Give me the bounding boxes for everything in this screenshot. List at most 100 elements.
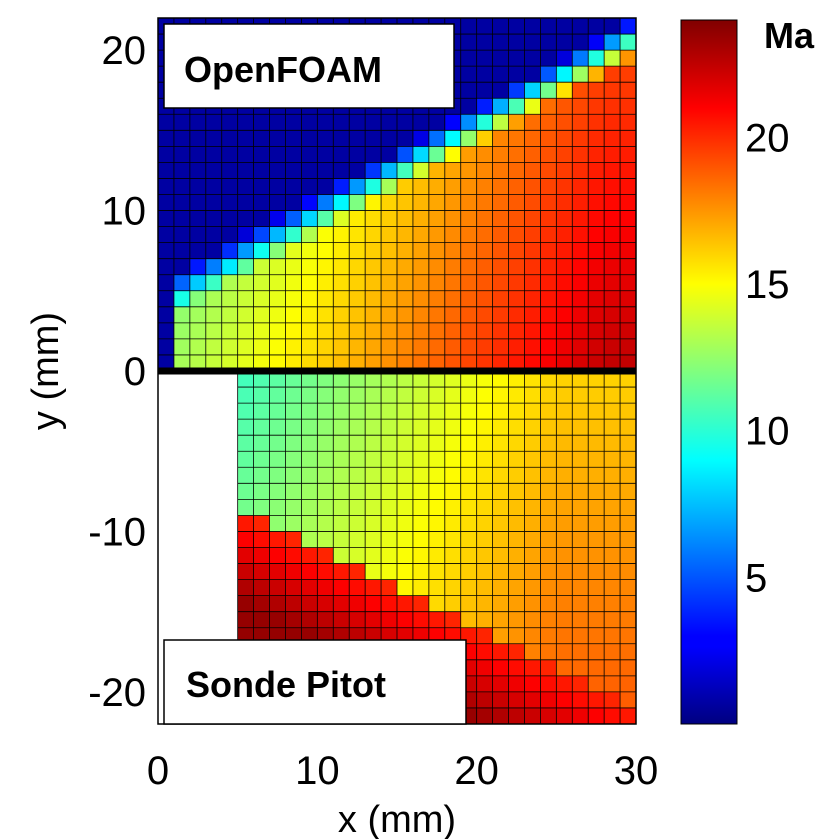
heatmap-cell [604,371,621,388]
heatmap-cell [333,242,350,259]
heatmap-cell [301,306,318,324]
heatmap-cell [588,98,605,115]
heatmap-cell [572,659,589,677]
heatmap-cell [508,162,525,179]
heatmap-cell [524,82,541,99]
heatmap-cell [349,483,366,500]
heatmap-cell [365,387,382,404]
heatmap-cell [253,451,270,468]
heatmap-cell [269,579,286,596]
heatmap-cell [588,403,605,420]
heatmap-cell [444,226,462,243]
heatmap-cell [158,258,175,276]
heatmap-cell [269,274,286,292]
heatmap-cell [269,242,286,259]
heatmap-cell [524,451,541,468]
heatmap-cell [189,306,207,324]
heatmap-cell [349,162,366,179]
heatmap-cell [412,547,430,564]
heatmap-cell [460,114,477,131]
heatmap-cell [508,226,525,243]
heatmap-cell [460,419,477,436]
heatmap-cell [205,146,223,163]
heatmap-cell [556,707,573,725]
heatmap-cell [253,130,270,147]
heatmap-cell [317,242,334,259]
heatmap-cell [365,467,382,484]
heatmap-cell [604,451,621,468]
heatmap-cell [285,338,302,356]
heatmap-cell [492,675,509,693]
heatmap-cell [349,146,366,163]
heatmap-cell [285,130,302,147]
heatmap-cell [189,322,207,340]
heatmap-cell [205,258,223,276]
heatmap-cell [572,162,589,179]
heatmap-cell [381,435,398,452]
heatmap-cell [285,162,302,179]
heatmap-cell [572,66,589,83]
heatmap-cell [349,258,366,276]
heatmap-cell [508,547,525,564]
heatmap-cell [253,114,270,131]
heatmap-cell [492,306,509,324]
heatmap-cell [205,354,223,372]
heatmap-cell [556,274,573,292]
heatmap-cell [301,387,318,404]
heatmap-cell [572,242,589,259]
heatmap-cell [572,194,589,211]
heatmap-cell [428,547,446,564]
heatmap-cell [460,146,477,163]
heatmap-cell [588,82,605,99]
heatmap-cell [588,643,605,661]
heatmap-cell [253,579,270,596]
heatmap-cell [572,707,589,725]
heatmap-cell [173,178,191,195]
heatmap-cell [253,419,270,436]
heatmap-cell [492,371,509,388]
heatmap-cell [572,419,589,436]
heatmap-cell [508,194,525,211]
heatmap-cell [237,371,254,388]
heatmap-cell [620,371,637,388]
heatmap-cell [508,419,525,436]
heatmap-cell [173,146,191,163]
heatmap-cell [492,354,509,372]
heatmap-cell [604,130,621,147]
heatmap-cell [333,435,350,452]
heatmap-cell [333,611,350,629]
heatmap-cell [237,467,254,484]
heatmap-cell [508,451,525,468]
heatmap-cell [349,371,366,388]
heatmap-cell [556,547,573,564]
heatmap-cell [269,499,286,516]
heatmap-cell [301,483,318,500]
heatmap-cell [428,579,446,596]
heatmap-cell [237,403,254,420]
heatmap-cell [508,274,525,292]
heatmap-cell [381,419,398,436]
heatmap-cell [381,483,398,500]
heatmap-cell [460,338,477,356]
heatmap-cell [524,162,541,179]
heatmap-cell [221,306,238,324]
heatmap-cell [620,563,637,580]
heatmap-cell [333,467,350,484]
heatmap-cell [381,499,398,516]
heatmap-cell [460,258,477,276]
heatmap-cell [572,611,589,629]
heatmap-cell [397,403,414,420]
heatmap-cell [349,563,366,580]
heatmap-cell [588,547,605,564]
heatmap-cell [253,403,270,420]
heatmap-cell [428,258,446,276]
heatmap-cell [540,34,557,51]
heatmap-cell [221,338,238,356]
heatmap-cell [285,579,302,596]
heatmap-cell [572,322,589,340]
heatmap-cell [428,387,446,404]
heatmap-cell [540,691,557,709]
heatmap-cell [253,515,270,532]
heatmap-cell [476,499,493,516]
heatmap-cell [604,579,621,596]
